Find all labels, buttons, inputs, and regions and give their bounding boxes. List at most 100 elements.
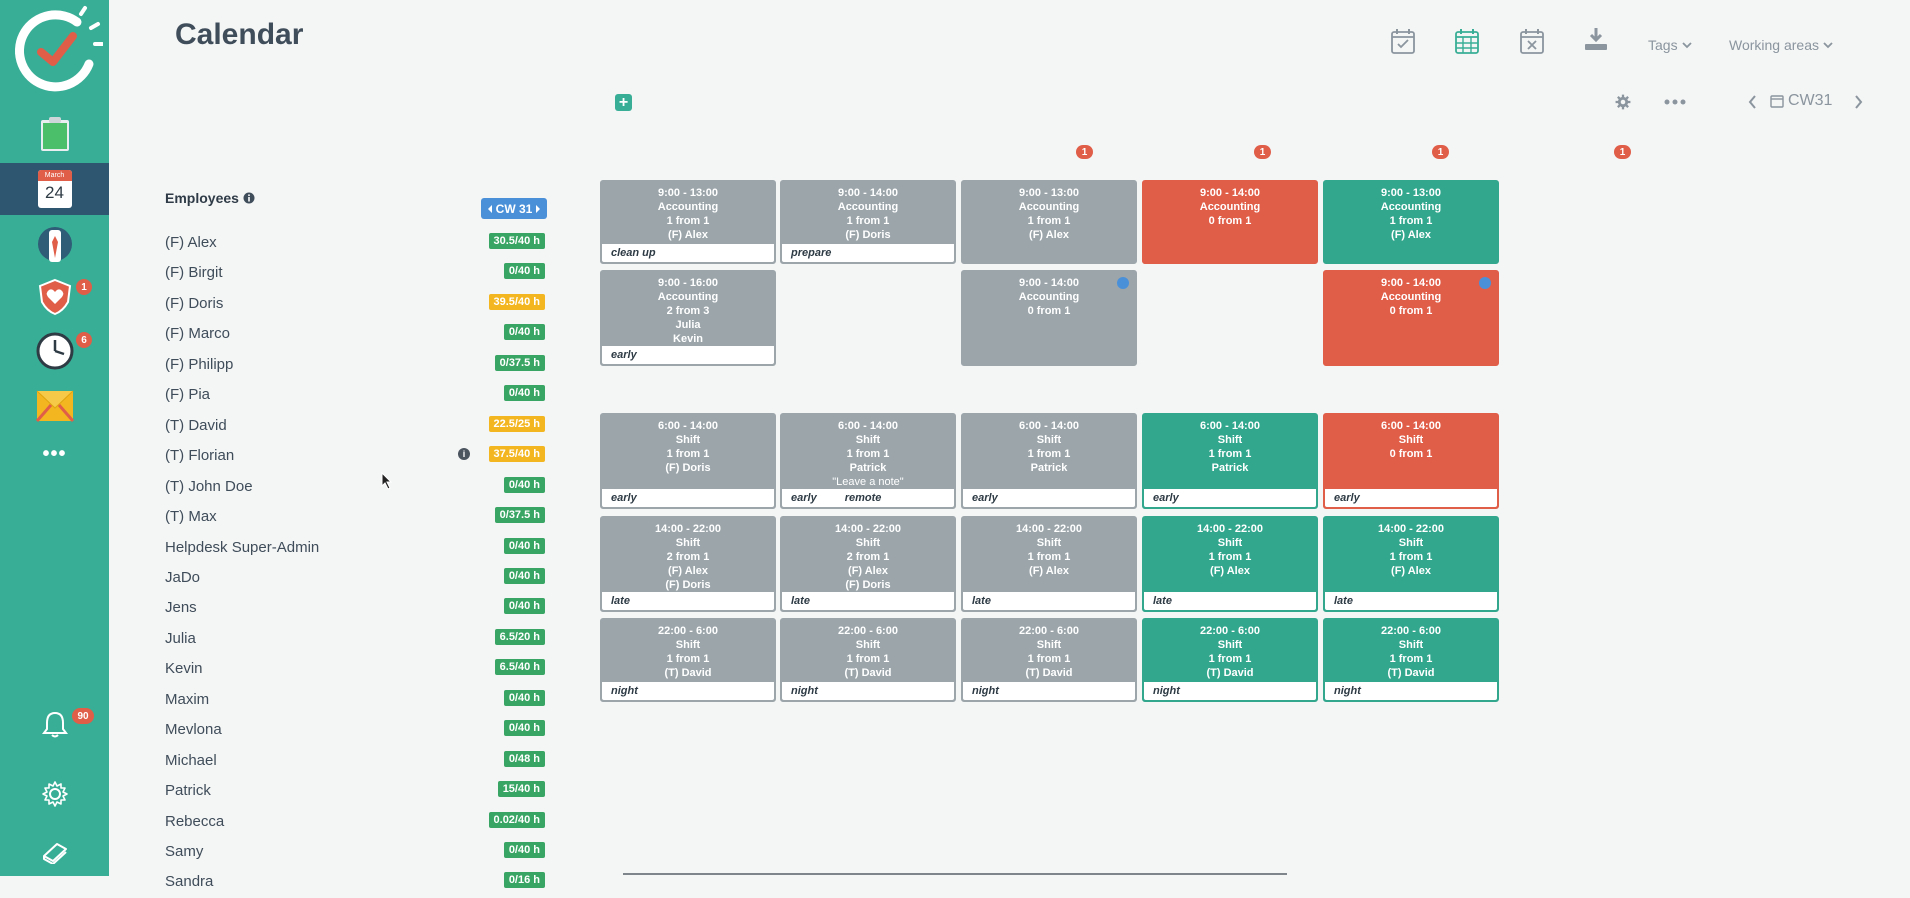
shift-card[interactable]: 22:00 - 6:00 Shift 1 from 1 (T) David night bbox=[1323, 618, 1499, 702]
shift-card[interactable]: 22:00 - 6:00 Shift 1 from 1 (T) David night bbox=[961, 618, 1137, 702]
shift-card[interactable]: 14:00 - 22:00 Shift 1 from 1 (F) Alex late bbox=[1142, 516, 1318, 612]
employee-row[interactable]: (T) Max 0/37.5 h bbox=[165, 503, 545, 533]
calendar-settings-button[interactable] bbox=[1613, 92, 1633, 112]
employee-row[interactable]: Kevin 6.5/40 h bbox=[165, 655, 545, 685]
employee-row[interactable]: (F) Birgit 0/40 h bbox=[165, 259, 545, 289]
employee-row[interactable]: Sandra 0/16 h bbox=[165, 868, 545, 898]
shift-tag: night bbox=[611, 685, 638, 697]
employee-row[interactable]: (T) John Doe 0/40 h bbox=[165, 473, 545, 503]
employee-row[interactable]: (F) Philipp 0/37.5 h bbox=[165, 351, 545, 381]
sidebar-item-time-tracking[interactable]: 6 bbox=[0, 325, 109, 377]
shift-card[interactable]: 14:00 - 22:00 Shift 1 from 1 (F) Alex late bbox=[961, 516, 1137, 612]
shift-detail: Julia bbox=[675, 319, 701, 331]
employee-name: Kevin bbox=[165, 660, 203, 678]
sidebar-item-calendar[interactable]: March 24 bbox=[0, 163, 109, 215]
sidebar-item-notifications[interactable]: 90 bbox=[0, 698, 109, 750]
shift-time: 6:00 - 14:00 bbox=[1200, 420, 1260, 432]
shift-card[interactable]: 6:00 - 14:00 Shift 1 from 1 (F) Doris early bbox=[600, 413, 776, 509]
shift-tag: night bbox=[972, 685, 999, 697]
shift-card[interactable]: 6:00 - 14:00 Shift 1 from 1 Patrick early bbox=[1142, 413, 1318, 509]
shift-card[interactable]: 9:00 - 16:00 Accounting 2 from 3 Julia Kevin… bbox=[600, 270, 776, 366]
employee-row[interactable]: Patrick 15/40 h bbox=[165, 777, 545, 807]
add-shift-button[interactable]: + bbox=[615, 94, 632, 111]
info-icon[interactable] bbox=[243, 192, 255, 204]
shift-detail: Shift bbox=[1217, 434, 1243, 446]
shift-card[interactable]: 9:00 - 13:00 Accounting 1 from 1 (F) Alex bbox=[1323, 180, 1499, 264]
shift-card[interactable]: 9:00 - 14:00 Accounting 1 from 1 (F) Doris p… bbox=[780, 180, 956, 264]
shift-tag-bar: clean up bbox=[602, 244, 774, 262]
shift-tag-bar: late bbox=[1325, 592, 1497, 610]
shift-detail: (F) Doris bbox=[845, 229, 891, 241]
previous-week-button[interactable] bbox=[1744, 92, 1760, 112]
shift-detail: Shift bbox=[855, 537, 881, 549]
sidebar-item-messages[interactable] bbox=[0, 380, 109, 432]
shift-card[interactable]: 9:00 - 14:00 Accounting 0 from 1 bbox=[1142, 180, 1318, 264]
working-areas-dropdown[interactable]: Working areas bbox=[1729, 37, 1833, 53]
day-badge: 1 bbox=[1614, 145, 1631, 159]
mouse-cursor-icon bbox=[381, 472, 393, 490]
shift-card[interactable]: 14:00 - 22:00 Shift 2 from 1 (F) Alex (F) Do… bbox=[780, 516, 956, 612]
horizontal-scrollbar[interactable] bbox=[623, 873, 1287, 875]
shift-tag-bar: prepare bbox=[782, 244, 954, 262]
shift-detail: Accounting bbox=[1380, 201, 1442, 213]
week-picker[interactable]: CW31 bbox=[1770, 92, 1832, 110]
week-pill[interactable]: CW 31 bbox=[481, 198, 547, 219]
shift-card[interactable]: 22:00 - 6:00 Shift 1 from 1 (T) David night bbox=[600, 618, 776, 702]
app-logo[interactable] bbox=[0, 0, 109, 100]
employee-row[interactable]: Maxim 0/40 h bbox=[165, 686, 545, 716]
employee-row[interactable]: (F) Alex 30.5/40 h bbox=[165, 229, 545, 259]
employee-row[interactable]: (F) Doris 39.5/40 h bbox=[165, 290, 545, 320]
shift-card[interactable]: 9:00 - 14:00 Accounting 0 from 1 bbox=[1323, 270, 1499, 366]
employee-row[interactable]: Samy 0/40 h bbox=[165, 838, 545, 868]
shift-card[interactable]: 6:00 - 14:00 Shift 0 from 1 early bbox=[1323, 413, 1499, 509]
shift-detail: Shift bbox=[1036, 434, 1062, 446]
employee-row[interactable]: Rebecca 0.02/40 h bbox=[165, 808, 545, 838]
sidebar-item-settings[interactable] bbox=[0, 768, 109, 820]
employee-row[interactable]: JaDo 0/40 h bbox=[165, 564, 545, 594]
employee-name: (T) David bbox=[165, 416, 227, 434]
employee-row[interactable]: (T) Florian i 37.5/40 h bbox=[165, 442, 545, 472]
shift-card[interactable]: 22:00 - 6:00 Shift 1 from 1 (T) David night bbox=[1142, 618, 1318, 702]
hours-badge: 22.5/25 h bbox=[488, 415, 545, 432]
more-menu-button[interactable]: ••• bbox=[42, 442, 67, 465]
employee-row[interactable]: (F) Marco 0/40 h bbox=[165, 320, 545, 350]
sidebar-item-employees[interactable] bbox=[0, 218, 109, 270]
shift-detail: 0 from 1 bbox=[1208, 215, 1252, 227]
shift-card[interactable]: 9:00 - 13:00 Accounting 1 from 1 (F) Alex cl… bbox=[600, 180, 776, 264]
next-week-button[interactable] bbox=[1850, 92, 1866, 112]
employee-row[interactable]: Helpdesk Super-Admin 0/40 h bbox=[165, 534, 545, 564]
shift-detail: Accounting bbox=[657, 201, 719, 213]
shift-card[interactable]: 14:00 - 22:00 Shift 2 from 1 (F) Alex (F) Do… bbox=[600, 516, 776, 612]
approve-shifts-button[interactable] bbox=[1388, 26, 1418, 56]
employee-row[interactable]: Michael 0/48 h bbox=[165, 747, 545, 777]
shift-card[interactable]: 22:00 - 6:00 Shift 1 from 1 (T) David night bbox=[780, 618, 956, 702]
download-button[interactable] bbox=[1581, 24, 1611, 54]
shift-detail: Shift bbox=[675, 434, 701, 446]
shift-card[interactable]: 6:00 - 14:00 Shift 1 from 1 Patrick early bbox=[961, 413, 1137, 509]
calendar-view-button[interactable] bbox=[1452, 26, 1482, 56]
employee-row[interactable]: Mevlona 0/40 h bbox=[165, 716, 545, 746]
employee-row[interactable]: Julia 6.5/20 h bbox=[165, 625, 545, 655]
employee-row[interactable]: (F) Pia 0/40 h bbox=[165, 381, 545, 411]
more-options-button[interactable] bbox=[1662, 92, 1688, 112]
employee-row[interactable]: (T) David 22.5/25 h bbox=[165, 412, 545, 442]
shift-card[interactable]: 6:00 - 14:00 Shift 1 from 1 Patrick "Leave a… bbox=[780, 413, 956, 509]
hours-badge: 0/40 h bbox=[503, 567, 545, 584]
sidebar-item-health[interactable]: 1 bbox=[0, 271, 109, 323]
info-icon[interactable]: i bbox=[458, 448, 470, 461]
shift-detail: 2 from 1 bbox=[846, 551, 890, 563]
hours-badge: 6.5/40 h bbox=[494, 659, 545, 676]
shift-card[interactable]: 14:00 - 22:00 Shift 1 from 1 (F) Alex late bbox=[1323, 516, 1499, 612]
shift-card[interactable]: 9:00 - 13:00 Accounting 1 from 1 (F) Alex bbox=[961, 180, 1137, 264]
shift-detail: 0 from 1 bbox=[1389, 305, 1433, 317]
employee-name: Samy bbox=[165, 843, 204, 860]
caret-right-icon bbox=[536, 204, 541, 213]
sidebar-item-tasks[interactable] bbox=[0, 108, 109, 160]
sidebar-item-knowledge[interactable] bbox=[0, 826, 109, 878]
employee-row[interactable]: Jens 0/40 h bbox=[165, 594, 545, 624]
employee-name: Jens bbox=[165, 599, 197, 617]
clear-shifts-button[interactable] bbox=[1517, 26, 1547, 56]
tags-dropdown[interactable]: Tags bbox=[1648, 37, 1692, 53]
shift-card[interactable]: 9:00 - 14:00 Accounting 0 from 1 bbox=[961, 270, 1137, 366]
bell-icon bbox=[41, 711, 68, 738]
